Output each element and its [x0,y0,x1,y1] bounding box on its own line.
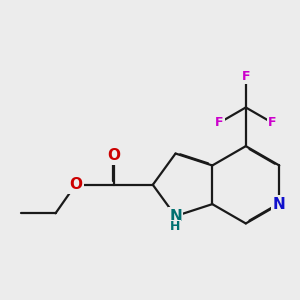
Text: F: F [268,116,277,129]
Text: F: F [215,116,223,129]
Text: O: O [69,177,82,192]
Text: H: H [170,220,181,233]
Text: N: N [273,196,286,211]
Text: O: O [108,148,121,163]
Text: F: F [242,70,250,83]
Text: N: N [169,208,182,224]
